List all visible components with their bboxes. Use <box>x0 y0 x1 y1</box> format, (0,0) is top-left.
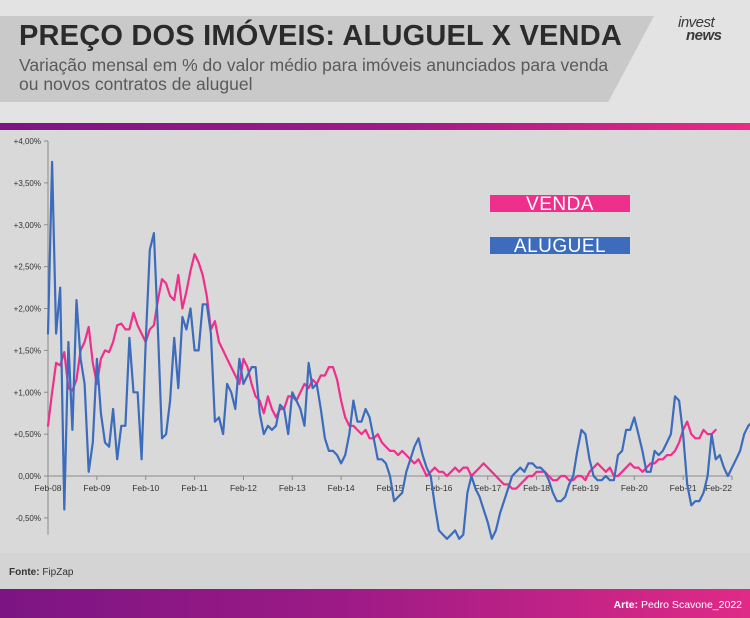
x-tick-label: Feb-10 <box>132 483 159 493</box>
investnews-logo: invest news <box>678 14 740 44</box>
y-tick-label: -0,50% <box>16 514 41 523</box>
x-tick-label: Feb-18 <box>523 483 550 493</box>
y-tick-label: +1,00% <box>14 388 41 397</box>
y-tick-label: +3,50% <box>14 179 41 188</box>
x-tick-label: Feb-19 <box>572 483 599 493</box>
x-tick-label: Feb-21 <box>670 483 697 493</box>
logo-line2: news <box>686 27 722 44</box>
x-tick-label: Feb-09 <box>83 483 110 493</box>
x-tick-label: Feb-17 <box>474 483 501 493</box>
credit-label: Arte: <box>613 599 639 611</box>
top-accent-bar <box>0 123 750 130</box>
legend: VENDA ALUGUEL <box>490 194 630 257</box>
series-line-aluguel <box>46 160 750 540</box>
y-tick-label: +2,00% <box>14 305 41 314</box>
y-tick-label: 0,00% <box>18 472 41 481</box>
line-chart: +4,00% +3,50% +3,00% +2,50% +2,00% +1,50% +1,0… <box>14 137 750 540</box>
source-note: Fonte: FipZap <box>9 567 73 578</box>
chart-title: PREÇO DOS IMÓVEIS: ALUGUEL X VENDA <box>19 20 622 52</box>
y-tick-label: +1,50% <box>14 346 41 355</box>
chart-subtitle: Variação mensal em % do valor médio para… <box>19 55 609 94</box>
source-band <box>0 553 750 589</box>
x-tick-label: Feb-22 <box>705 483 732 493</box>
bottom-accent-bar <box>0 589 750 618</box>
legend-swatch-aluguel <box>490 237 630 254</box>
credit-value: Pedro Scavone_2022 <box>641 599 742 611</box>
title-panel <box>0 16 654 102</box>
y-tick-label: +3,00% <box>14 221 41 230</box>
credit-note: Arte: Pedro Scavone_2022 <box>614 599 742 611</box>
x-tick-label: Feb-08 <box>35 483 62 493</box>
x-tick-label: Feb-15 <box>377 483 404 493</box>
x-tick-label: Feb-11 <box>181 483 208 493</box>
x-tick-label: Feb-14 <box>328 483 355 493</box>
legend-label-aluguel: ALUGUEL <box>514 236 606 257</box>
series-line-venda <box>46 252 717 490</box>
legend-label-venda: VENDA <box>526 194 594 215</box>
legend-swatch-venda <box>490 195 630 212</box>
source-label: Fonte: <box>9 567 40 578</box>
x-tick-label: Feb-16 <box>425 483 452 493</box>
x-tick-label: Feb-13 <box>279 483 306 493</box>
y-tick-label: +2,50% <box>14 263 41 272</box>
y-tick-label: +4,00% <box>14 137 41 146</box>
y-tick-label: +0,50% <box>14 430 41 439</box>
source-value: FipZap <box>42 567 74 578</box>
logo-line1: invest <box>678 14 715 31</box>
x-tick-label: Feb-20 <box>621 483 648 493</box>
x-tick-label: Feb-12 <box>230 483 257 493</box>
series-lines <box>46 160 750 540</box>
